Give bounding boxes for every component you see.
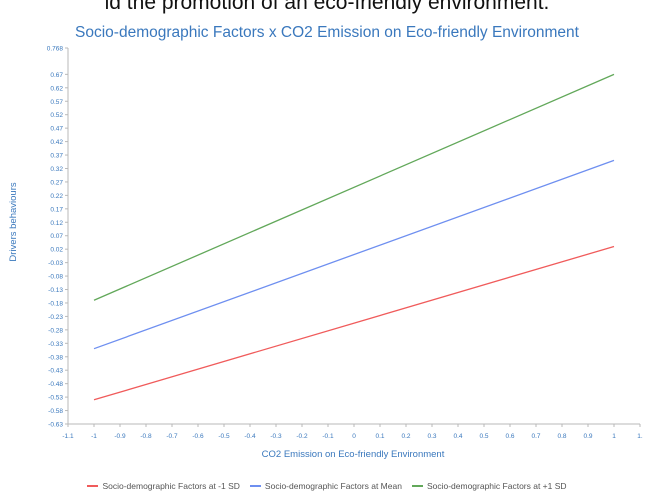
y-tick-label: 0.62 [50,85,63,92]
y-tick-label: 0.42 [50,139,63,146]
y-tick-label: -0.63 [48,422,63,429]
series-line-1 [93,245,615,401]
x-tick-label: 0.6 [505,433,514,440]
y-tick-label: 0.12 [50,220,63,227]
x-tick-label: -0.6 [192,433,204,440]
x-tick-label: 0.7 [531,433,540,440]
legend-item: Socio-demographic Factors at -1 SD [87,481,240,491]
series-line-2 [93,159,615,350]
legend-label: Socio-demographic Factors at +1 SD [426,481,567,491]
x-tick-label: 1 [612,433,616,440]
y-tick-label: 0.02 [50,247,63,254]
series-line-3 [93,73,615,301]
y-tick-label: -0.18 [48,300,63,307]
series-lines [93,73,615,401]
legend-swatch [411,485,423,487]
y-tick-label: -0.08 [48,274,63,281]
y-tick-label: -0.28 [48,327,63,334]
y-tick-label: 0.22 [50,193,63,200]
legend-label: Socio-demographic Factors at Mean [264,481,402,491]
x-tick-label: 0.9 [583,433,592,440]
x-tick-label: 0.1 [375,433,384,440]
x-tick-label: -1.1 [62,433,74,440]
x-tick-label: -0.4 [244,433,256,440]
x-axis-label: CO2 Emission on Eco-friendly Environment [262,449,445,460]
y-tick-label: -0.33 [48,341,63,348]
x-tick-label: 0.8 [557,433,566,440]
y-tick-label: -0.43 [48,368,63,375]
axes: 0.768 0.67 0.62 0.57 0.52 0.47 0.42 0.37 0.32 0.2… [47,46,643,441]
x-tick-label: -1 [91,433,97,440]
y-tick-label: 0.47 [50,126,63,133]
y-tick-label: -0.03 [48,260,63,267]
legend-item: Socio-demographic Factors at +1 SD [411,481,567,491]
legend-swatch [249,485,261,487]
chart-title: Socio-demographic Factors x CO2 Emission… [75,24,579,41]
x-tick-label: 0 [352,433,356,440]
x-tick-label: -0.9 [114,433,126,440]
y-tick-label: 0.768 [47,46,64,53]
x-tick-label: 0.5 [479,433,488,440]
x-tick-label: -0.8 [140,433,152,440]
x-tick-label: -0.1 [322,433,334,440]
y-tick-label: -0.58 [48,408,63,415]
x-tick-label: 0.2 [401,433,410,440]
y-tick-label: -0.48 [48,381,63,388]
legend-item: Socio-demographic Factors at Mean [249,481,402,491]
x-tick-label: 0.3 [427,433,436,440]
y-tick-label: -0.23 [48,314,63,321]
page-caption-fragment: ld the promotion of an eco-friendly envi… [104,0,550,14]
y-tick-label: -0.38 [48,354,63,361]
y-tick-label: 0.17 [50,206,63,213]
y-tick-label: 0.32 [50,166,63,173]
y-tick-label: 0.07 [50,233,63,240]
x-tick-label: 0.4 [453,433,462,440]
y-tick-label: -0.13 [48,287,63,294]
y-tick-label: -0.53 [48,395,63,402]
y-tick-label: 0.67 [50,72,63,79]
x-tick-label: -0.5 [218,433,230,440]
y-tick-label: 0.27 [50,179,63,186]
x-tick-label: -0.3 [270,433,282,440]
x-tick-label: 1. [637,433,643,440]
legend-swatch [87,485,99,487]
y-tick-label: 0.37 [50,153,63,160]
y-axis-label: Drivers behaviours [8,182,19,261]
legend-label: Socio-demographic Factors at -1 SD [102,481,240,491]
x-tick-label: -0.7 [166,433,178,440]
x-tick-label: -0.2 [296,433,308,440]
y-tick-label: 0.52 [50,112,63,119]
y-tick-label: 0.57 [50,99,63,106]
chart-legend: Socio-demographic Factors at -1 SD Socio-… [0,481,654,491]
